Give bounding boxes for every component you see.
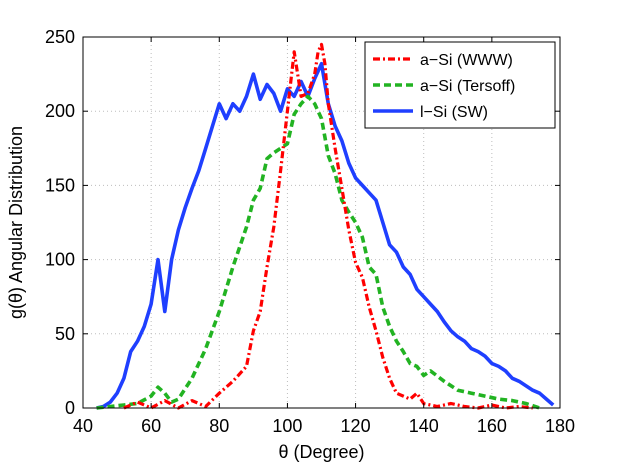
tick-labels: 40 60 80 100 120 140 160 180 0 50 100 150 200 250	[45, 27, 575, 436]
series-line-sw	[96, 61, 555, 410]
x-tick-label: 80	[209, 416, 229, 436]
legend: a−Si (WWW) a−Si (Tersoff) l−Si (SW)	[364, 41, 556, 129]
legend-label-tersoff: a−Si (Tersoff)	[420, 78, 515, 95]
x-axis-label: θ (Degree)	[278, 442, 364, 462]
y-tick-label: 0	[65, 398, 75, 418]
x-tick-label: 40	[73, 416, 93, 436]
plot-frame	[82, 36, 561, 409]
y-tick-label: 50	[55, 324, 75, 344]
series-layer	[96, 42, 555, 410]
x-tick-label: 160	[477, 416, 507, 436]
y-tick-label: 250	[45, 27, 75, 47]
series-line-www	[123, 42, 533, 410]
y-tick-label: 150	[45, 175, 75, 195]
series-line-tersoff	[96, 94, 541, 410]
legend-label-www: a−Si (WWW)	[420, 52, 513, 69]
y-axis-label: g(θ) Angular Distribution	[6, 126, 26, 319]
x-tick-label: 140	[409, 416, 439, 436]
ticks	[82, 36, 561, 409]
y-tick-label: 200	[45, 101, 75, 121]
legend-label-sw: l−Si (SW)	[420, 104, 488, 121]
x-tick-label: 180	[545, 416, 575, 436]
x-tick-label: 100	[272, 416, 302, 436]
y-tick-label: 100	[45, 250, 75, 270]
x-tick-label: 60	[141, 416, 161, 436]
x-tick-label: 120	[341, 416, 371, 436]
